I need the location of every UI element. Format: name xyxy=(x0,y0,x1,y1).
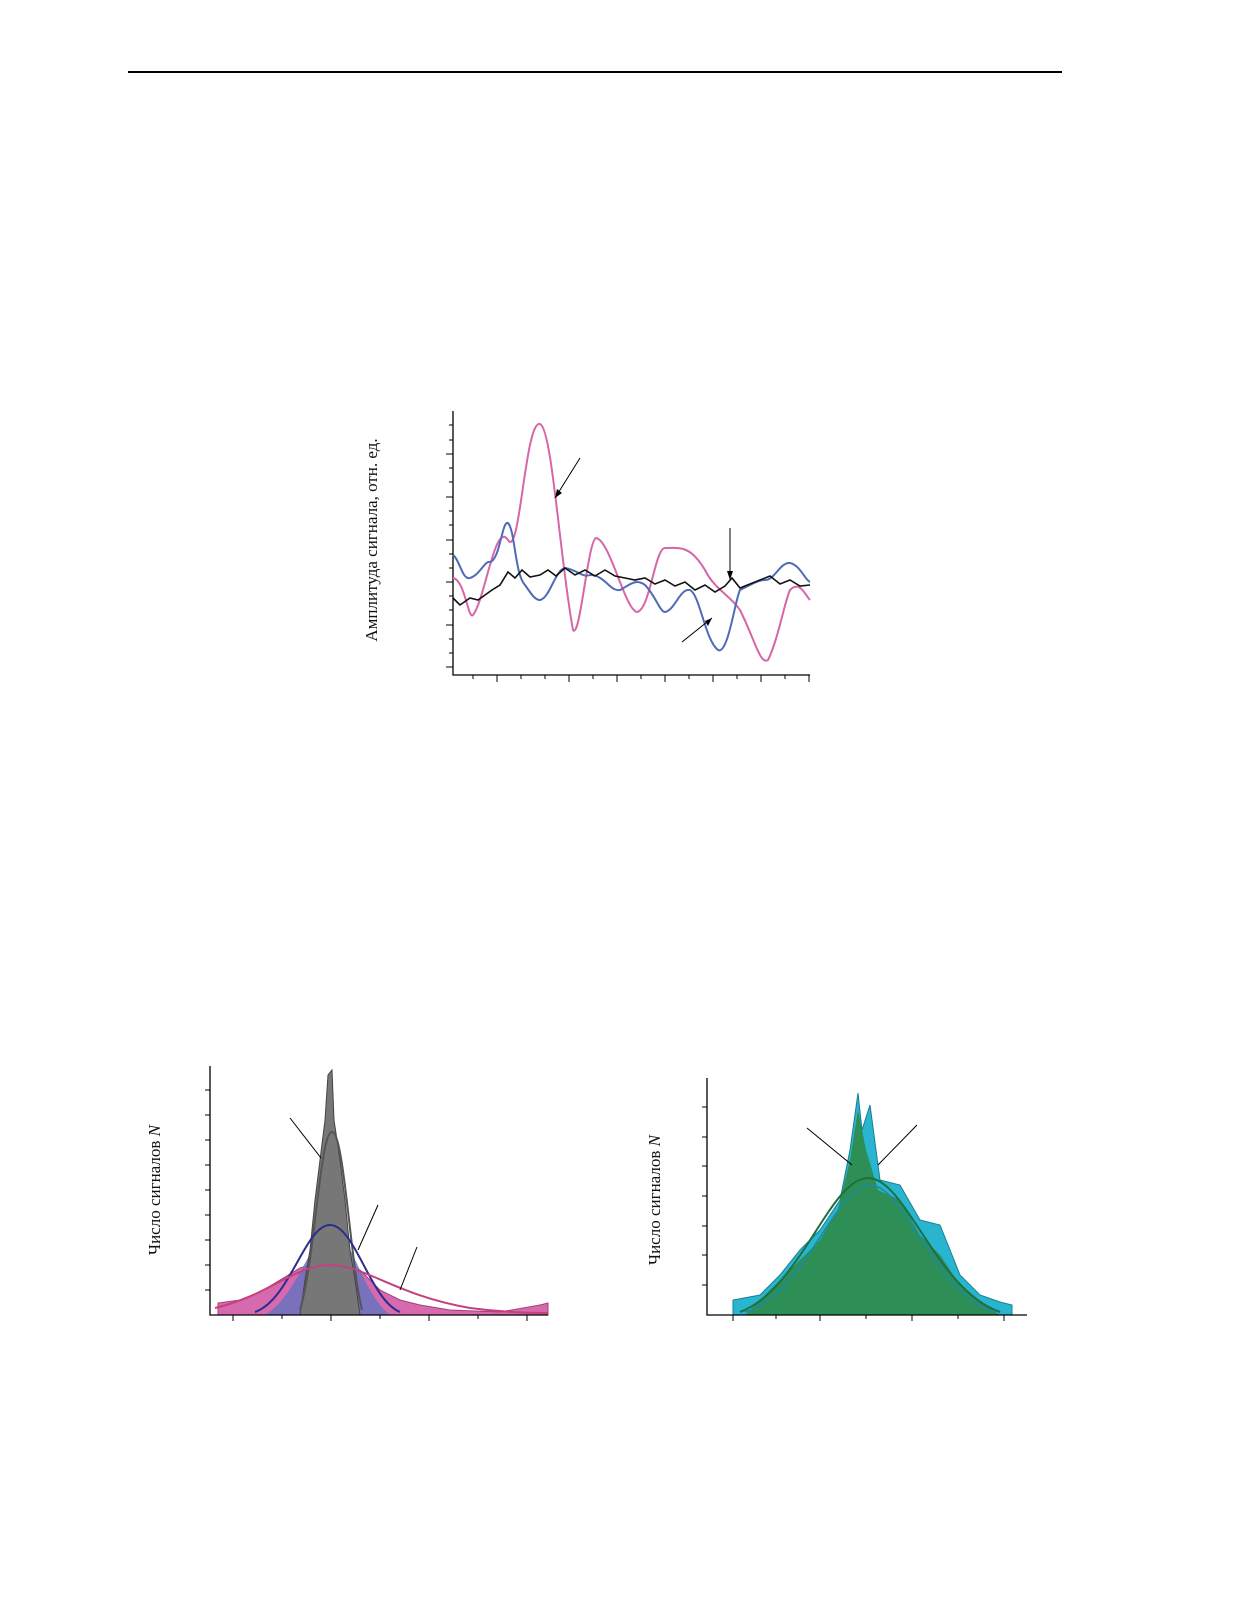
fit-cyan xyxy=(744,1184,996,1313)
axes xyxy=(452,411,810,676)
curve-pink xyxy=(452,423,811,662)
fit-blue xyxy=(254,1223,401,1313)
bars-gray xyxy=(299,1068,361,1316)
fit-green xyxy=(739,1176,1001,1313)
axes xyxy=(209,1066,548,1316)
y-label-var: N xyxy=(145,1123,164,1137)
y-label-text: Число сигналов xyxy=(145,1141,164,1255)
fit-gray xyxy=(299,1130,363,1311)
y-axis-label: Число сигналов N xyxy=(645,1133,664,1265)
figure-histogram-left: Число сигналов N xyxy=(145,1066,549,1321)
fit-pink xyxy=(214,1263,549,1314)
tick-marks xyxy=(205,1089,528,1321)
figure-signals: Амплитуда сигнала, отн. ед. xyxy=(362,411,811,682)
tick-marks xyxy=(702,1106,1005,1321)
y-axis-label: Число сигналов N xyxy=(145,1123,164,1255)
figure-histogram-right: Число сигналов N xyxy=(645,1078,1027,1321)
curve-black xyxy=(452,566,811,607)
arrows xyxy=(806,1124,918,1166)
arrows xyxy=(554,457,731,643)
y-label-text: Число сигналов xyxy=(645,1151,664,1265)
y-label-var: N xyxy=(645,1133,664,1147)
curve-blue xyxy=(452,521,811,652)
y-axis-label: Амплитуда сигнала, отн. ед. xyxy=(362,438,381,641)
arrows xyxy=(289,1117,418,1291)
axes xyxy=(706,1078,1027,1316)
bars-green xyxy=(745,1110,1000,1315)
tick-marks xyxy=(446,424,810,682)
